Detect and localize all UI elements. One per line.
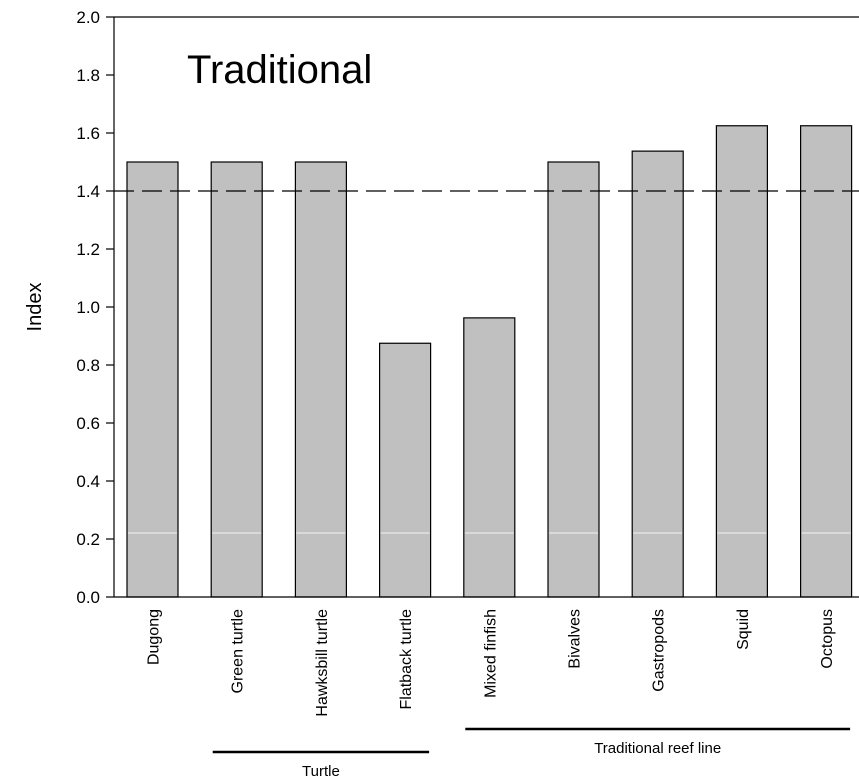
y-tick-label: 1.0 bbox=[76, 298, 100, 317]
group-label: Turtle bbox=[302, 763, 340, 780]
y-tick-label: 0.8 bbox=[76, 356, 100, 375]
y-axis-title: Index bbox=[24, 283, 46, 332]
group-brackets-layer: Turtle Traditional reef line bbox=[212, 727, 851, 780]
bar bbox=[210, 161, 263, 598]
bar bbox=[126, 161, 179, 598]
bars-layer bbox=[126, 125, 853, 598]
group-label: Traditional reef line bbox=[594, 740, 721, 757]
bar bbox=[631, 150, 684, 598]
y-tick-label: 0.6 bbox=[76, 414, 100, 433]
y-tick-label: 1.6 bbox=[76, 124, 100, 143]
chart-title: Traditional bbox=[187, 48, 372, 92]
y-tick-label: 1.4 bbox=[76, 182, 100, 201]
bar bbox=[294, 161, 347, 598]
x-tick-label: Squid bbox=[735, 609, 752, 650]
x-labels-layer: Dugong Green turtle Hawksbill turtle Flatba… bbox=[146, 609, 837, 717]
bar bbox=[463, 317, 516, 598]
y-ticks-layer: 0.0 0.2 0.4 0.6 0.8 1.0 1.2 1.4 1.6 1.8 2.0 bbox=[76, 8, 114, 607]
bar bbox=[379, 342, 432, 598]
y-tick-label: 1.8 bbox=[76, 66, 100, 85]
bar bbox=[547, 161, 600, 598]
bar bbox=[715, 125, 769, 598]
x-tick-label: Gastropods bbox=[651, 609, 668, 692]
x-tick-label: Bivalves bbox=[567, 609, 584, 669]
x-tick-label: Dugong bbox=[146, 609, 163, 665]
x-tick-label: Octopus bbox=[819, 609, 836, 669]
x-tick-label: Flatback turtle bbox=[398, 609, 415, 710]
y-tick-label: 2.0 bbox=[76, 8, 100, 27]
bar bbox=[799, 125, 853, 598]
y-tick-label: 0.4 bbox=[76, 472, 100, 491]
y-tick-label: 0.2 bbox=[76, 530, 100, 549]
x-tick-label: Hawksbill turtle bbox=[314, 609, 331, 717]
y-tick-label: 1.2 bbox=[76, 240, 100, 259]
x-tick-label: Green turtle bbox=[230, 609, 247, 694]
x-tick-label: Mixed finfish bbox=[482, 609, 499, 698]
y-tick-label: 0.0 bbox=[76, 588, 100, 607]
